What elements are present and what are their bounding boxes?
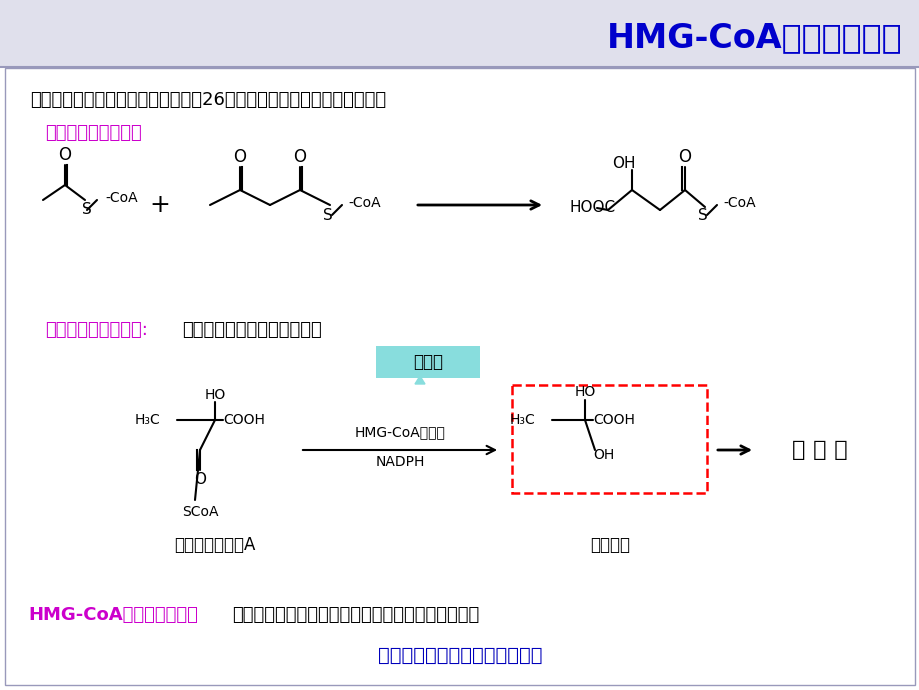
Text: 胆固醇合成的第二步:: 胆固醇合成的第二步: [45,321,148,339]
Text: 甲羟戊酸: 甲羟戊酸 [589,536,630,554]
Text: S: S [323,208,333,222]
Text: HO: HO [573,385,595,399]
FancyBboxPatch shape [376,346,480,378]
Polygon shape [414,376,425,384]
Text: 内源性胆固醇合成的关键步骤: 内源性胆固醇合成的关键步骤 [182,321,322,339]
Text: COOH: COOH [222,413,265,427]
Text: 限速酶: 限速酶 [413,353,443,371]
Text: H₃C: H₃C [509,413,535,427]
Text: HOOC: HOOC [570,201,616,215]
Text: OH: OH [611,155,635,170]
Text: O: O [59,146,72,164]
Text: SCoA: SCoA [182,505,218,519]
Bar [0,0,919,67]
Text: HO: HO [204,388,225,402]
Text: H₃C: H₃C [134,413,160,427]
Text: 羟甲戊二酰辅酶A: 羟甲戊二酰辅酶A [174,536,255,554]
Text: HMG-CoA还原酶: HMG-CoA还原酶 [354,425,445,439]
Text: NADPH: NADPH [375,455,425,469]
Text: 已是临床上一线的降胆固醇药物: 已是临床上一线的降胆固醇药物 [378,646,541,664]
Text: OH: OH [593,448,614,462]
Text: 胆固醇合成的第一步: 胆固醇合成的第一步 [45,124,142,142]
Text: O: O [293,148,306,166]
Text: HMG-CoA还原酶抑制剂：: HMG-CoA还原酶抑制剂： [28,606,198,624]
Text: S: S [698,208,707,222]
Text: O: O [233,148,246,166]
Text: O: O [678,148,691,166]
Text: -CoA: -CoA [347,196,380,210]
Text: 可有效降低体内胆固醇水平，用于治疗高胆固醇血症: 可有效降低体内胆固醇水平，用于治疗高胆固醇血症 [232,606,479,624]
Bar [5,68,914,685]
Text: COOH: COOH [593,413,634,427]
Text: O: O [194,473,206,488]
Text: HMG-CoA还原酶抑制剂: HMG-CoA还原酶抑制剂 [607,21,902,55]
Text: -CoA: -CoA [722,196,754,210]
FancyBboxPatch shape [512,385,706,493]
Text: 内源性胆固醇在肝脏合成，由乙酸经26步生物合成步骤在细胞质中完成。: 内源性胆固醇在肝脏合成，由乙酸经26步生物合成步骤在细胞质中完成。 [30,91,386,109]
Text: +: + [150,193,170,217]
Text: -CoA: -CoA [105,191,138,205]
Text: S: S [82,202,92,217]
Text: 胆 固 醇: 胆 固 醇 [791,440,847,460]
